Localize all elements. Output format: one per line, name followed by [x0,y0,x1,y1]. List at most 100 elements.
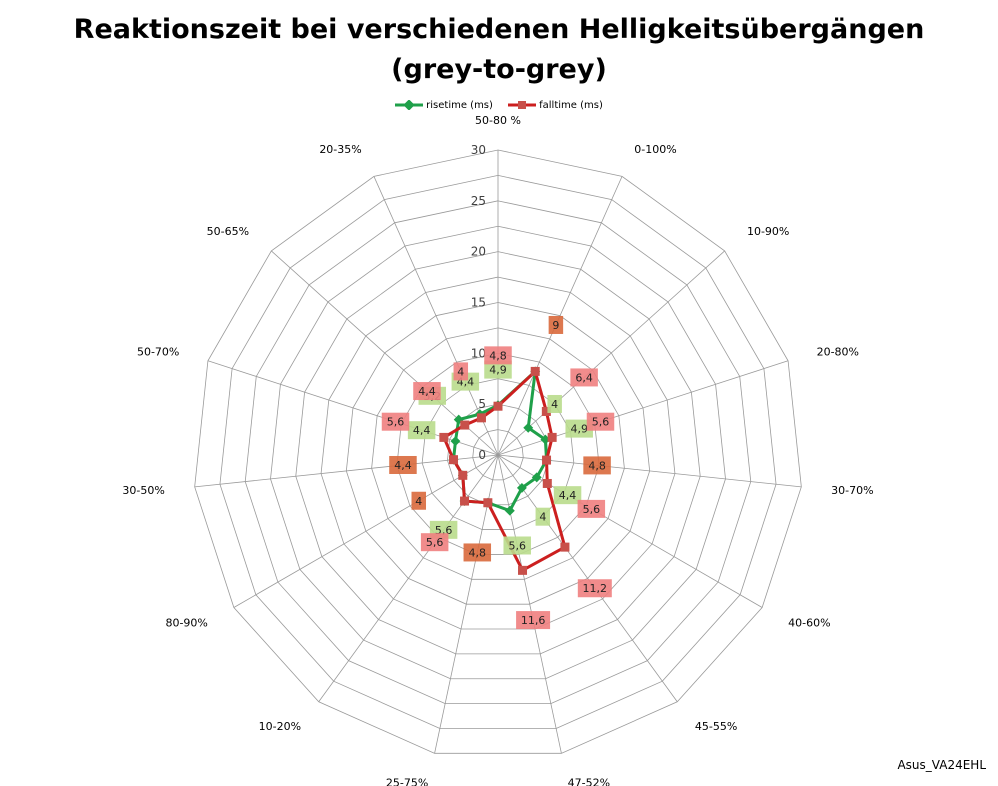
data-label-bg [411,491,427,510]
falltime-marker [547,432,557,442]
tick-label: 15 [471,296,486,310]
falltime-marker [530,366,540,376]
tick-label: 20 [471,245,486,259]
category-label: 30-50% [122,484,164,497]
data-label-bg [553,486,582,505]
grid-ring [270,225,726,680]
risetime-marker [450,436,461,447]
falltime-marker [460,420,470,430]
grid-spoke [373,176,499,456]
falltime-marker [542,478,552,488]
grid-ring [472,429,524,481]
falltime-marker [542,455,552,465]
grid-spoke [497,176,623,456]
risetime-marker [531,472,542,483]
data-label-bg [583,456,611,475]
grid-ring [194,149,802,754]
grid-spoke [318,454,499,702]
legend-item-fall: falltime (ms) [508,100,603,111]
grid-spoke [194,454,499,488]
grid-spoke [497,454,763,608]
falltime-marker [476,413,486,423]
data-label: 6,4 [575,371,593,384]
category-label: 20-35% [319,143,361,156]
data-label: 9 [552,319,559,332]
category-label: 40-60% [788,617,830,630]
data-label-bg [577,579,612,598]
category-label: 50-70% [137,345,179,358]
risetime-line [452,369,549,513]
falltime-marker [518,565,528,575]
grid-ring [421,378,575,530]
grid-ring [345,302,651,605]
tick-label: 25 [471,194,486,208]
data-label-bg [516,611,551,630]
data-label: 4,4 [418,385,436,398]
watermark: Asus_VA24EHL [897,758,986,772]
data-label: 11,6 [521,614,546,627]
category-label: 50-65% [207,225,249,238]
grid-ring [396,352,600,555]
risetime-marker [504,505,515,516]
category-label: 47-52% [568,777,610,786]
data-label-bg [484,360,512,379]
category-label: 50-80 % [475,114,521,127]
legend-label-rise: risetime (ms) [426,100,493,111]
category-label: 25-75% [386,777,428,786]
grid-spoke [497,250,725,456]
data-label: 5,6 [508,539,526,552]
legend-rise-swatch [395,99,424,111]
data-label-bg [535,507,551,526]
falltime-marker [541,406,551,416]
data-label: 11,2 [583,582,608,595]
data-label: 4,8 [489,349,507,362]
data-label: 4,9 [570,423,588,436]
legend-label-fall: falltime (ms) [539,100,603,111]
grid-spoke [497,454,562,754]
radar-series [439,366,570,575]
data-label: 4,4 [394,459,412,472]
grid-ring [320,276,676,630]
legend-fall-swatch [508,101,537,109]
radar-axes: 0 5 10 15 20 25 30 50-80 % 0-100% 10-90% 20-80% 30-… [122,114,873,786]
falltime-marker [493,401,503,411]
data-label-bg [577,499,606,518]
radar-data-labels: 4,944,94,445,65,64,45,24,44,896,45,64,85… [381,315,615,630]
category-label: 20-80% [817,345,859,358]
grid-ring [244,200,752,705]
data-label-bg [463,543,492,562]
chart-title: Reaktionszeit bei verschiedenen Helligke… [0,10,998,90]
grid-ring [371,327,625,580]
grid-spoke [497,360,789,456]
category-label: 0-100% [634,143,676,156]
data-label-bg [381,412,410,431]
category-label: 10-90% [747,225,789,238]
tick-label: 5 [478,397,486,411]
tick-label: 0 [478,448,486,462]
data-label-bg [503,536,531,555]
data-label-bg [565,419,593,438]
grid-ring [219,175,777,729]
data-label-bg [484,346,512,365]
data-label: 4,8 [469,546,487,559]
data-label-bg [570,368,598,387]
falltime-marker [449,455,459,465]
grid-spoke [497,454,678,702]
category-label: 30-70% [831,484,873,497]
data-label-bg [413,382,441,401]
falltime-marker [460,496,470,506]
data-label-bg [547,394,562,413]
data-label: 4,4 [559,489,577,502]
grid-spoke [207,360,499,456]
risetime-marker [516,482,527,493]
falltime-marker [483,498,493,508]
data-label: 5,6 [387,416,405,429]
grid-ring [295,251,701,655]
category-label: 10-20% [259,720,301,733]
tick-label: 10 [471,346,486,360]
data-label-bg [453,362,469,381]
grid-spoke [233,454,499,608]
data-label: 4 [415,495,422,508]
data-label-bg [420,533,449,552]
